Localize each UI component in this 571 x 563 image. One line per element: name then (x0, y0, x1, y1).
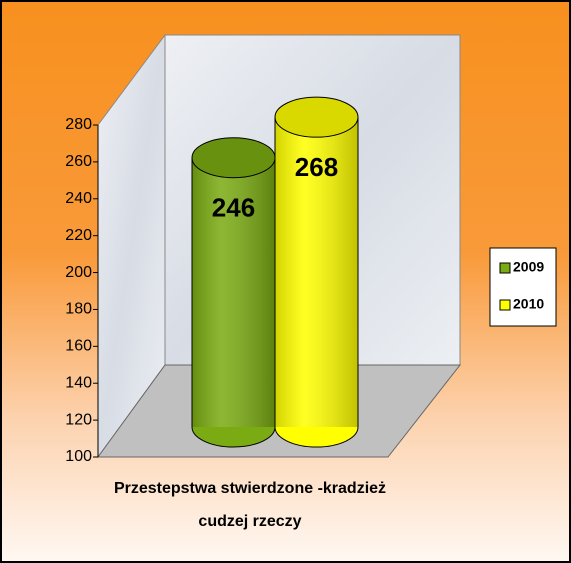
y-tick-label: 200 (65, 264, 92, 281)
x-category-label: Przestepstwa stwierdzone -kradzież cudze… (60, 472, 440, 538)
cylinder-top (275, 97, 358, 137)
y-tick-label: 100 (65, 448, 92, 465)
y-tick-label: 260 (65, 153, 92, 170)
cylinder (275, 97, 358, 447)
y-tick-label: 180 (65, 301, 92, 318)
data-label: 246 (212, 193, 255, 223)
y-tick-label: 280 (65, 116, 92, 133)
data-label: 268 (295, 152, 338, 182)
y-tick-label: 220 (65, 227, 92, 244)
y-tick-label: 140 (65, 374, 92, 391)
y-tick-label: 240 (65, 190, 92, 207)
y-tick-label: 160 (65, 338, 92, 355)
legend-swatch (500, 300, 510, 310)
legend-swatch (500, 263, 510, 273)
page: 100 120 140 160 180 200 220 240 260 280 246 2009 268… (0, 0, 571, 563)
legend-label: 2010 (513, 296, 544, 312)
y-tick-label: 120 (65, 411, 92, 428)
cylinder-top (192, 138, 275, 178)
cylinder (192, 138, 275, 447)
legend-label: 2009 (513, 259, 544, 275)
